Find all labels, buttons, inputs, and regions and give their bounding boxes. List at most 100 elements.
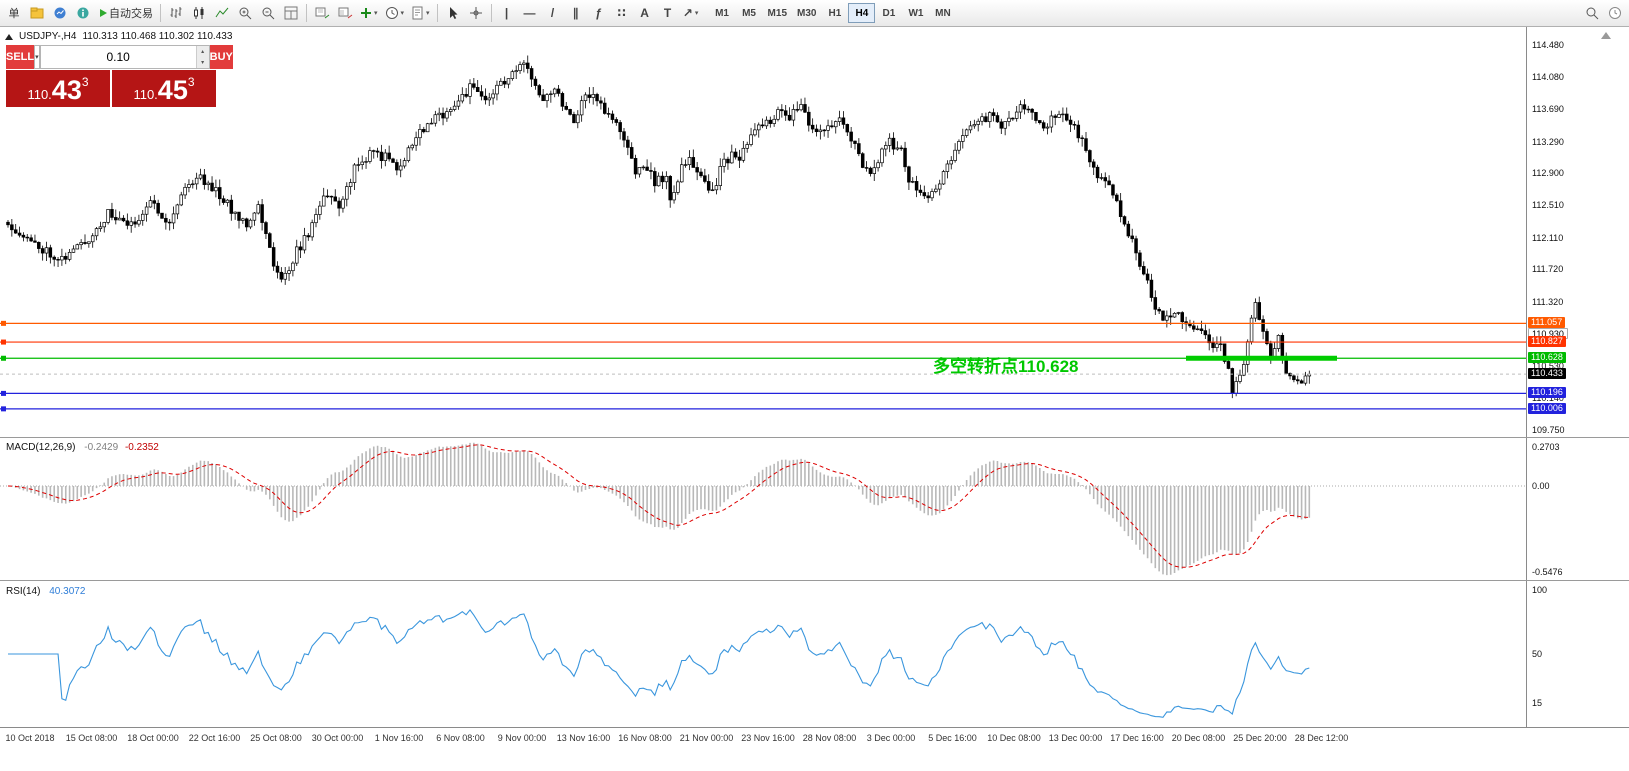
arrows-tool[interactable]: ↗ ▾ xyxy=(680,2,702,24)
arrow-icon: ↗ xyxy=(682,6,693,20)
timeframe-h4[interactable]: H4 xyxy=(848,3,876,23)
autotrade-button[interactable]: 自动交易 xyxy=(95,2,156,24)
line-price-label: 110.628 xyxy=(1528,352,1566,364)
tile-windows-icon[interactable] xyxy=(280,2,302,24)
timeframe-m5[interactable]: M5 xyxy=(742,7,756,19)
price-scale-arrow-icon[interactable] xyxy=(1601,32,1611,39)
one-click-trade-panel: SELL ▾ ▴ ▾ BUY 110.433 110.453 xyxy=(6,45,233,107)
time-axis[interactable]: 10 Oct 2018 15 Oct 08:00 18 Oct 00:00 22 Oc… xyxy=(0,727,1629,771)
candlestick-icon[interactable] xyxy=(188,2,210,24)
horizontal-line-tool[interactable]: — xyxy=(523,6,536,20)
sell-price-pips: 43 xyxy=(51,75,82,105)
macd-label: MACD(12,26,9) -0.2429 -0.2352 xyxy=(6,442,159,453)
shapes-tool[interactable]: ∷ xyxy=(617,6,626,20)
time-tick-label: 28 Nov 08:00 xyxy=(802,733,857,743)
macd-panel-region[interactable] xyxy=(0,438,1526,580)
chevron-down-icon: ▾ xyxy=(426,10,430,17)
timeframe-m15[interactable]: M15 xyxy=(767,7,787,19)
line-price-label: 111.057 xyxy=(1528,317,1566,329)
timeframe-d1[interactable]: D1 xyxy=(882,7,896,19)
time-tick-label: 3 Dec 00:00 xyxy=(866,733,916,743)
search-icon[interactable] xyxy=(1581,2,1603,24)
price-tick: 113.690 xyxy=(1532,104,1564,115)
time-tick-label: 15 Oct 08:00 xyxy=(65,733,118,743)
time-tick-label: 28 Dec 12:00 xyxy=(1294,733,1349,743)
buy-price-base: 110. xyxy=(133,87,158,102)
rsi-panel-region[interactable] xyxy=(0,581,1526,727)
timeframe-m1[interactable]: M1 xyxy=(715,7,729,19)
macd-main-value: -0.2429 xyxy=(84,442,119,453)
rsi-label: RSI(14) 40.3072 xyxy=(6,586,85,597)
vertical-line-tool[interactable]: | xyxy=(504,6,509,20)
chevron-down-icon: ▾ xyxy=(400,10,405,17)
price-axis[interactable]: 114.480 114.080 113.690 113.290 112.900 112.5… xyxy=(1526,27,1629,727)
period-button[interactable]: ▾ xyxy=(382,2,408,24)
buy-price-pips: 45 xyxy=(157,75,188,105)
time-tick-label: 18 Oct 00:00 xyxy=(127,733,179,743)
toolbar: 单 自动交易 ▾ ▾ ▾ | — / ∥ ƒ ∷ A T ↗ ▾ M1 M5 M15 M… xyxy=(0,0,1629,27)
symbol-marker-icon xyxy=(5,33,13,40)
macd-signal-value: -0.2352 xyxy=(124,442,159,453)
label-tool[interactable]: T xyxy=(663,6,672,20)
time-tick-label: 23 Nov 16:00 xyxy=(741,733,795,743)
lot-dropdown-button[interactable]: ▾ xyxy=(34,45,40,69)
rsi-name: RSI(14) xyxy=(6,586,41,597)
template-button[interactable]: ▾ xyxy=(408,2,433,24)
timeframe-mn[interactable]: MN xyxy=(935,7,951,19)
macd-name: MACD(12,26,9) xyxy=(6,442,76,453)
time-tick-label: 22 Oct 16:00 xyxy=(188,733,241,743)
sell-price-display[interactable]: 110. 43 3 xyxy=(6,70,110,107)
time-tick-label: 6 Nov 08:00 xyxy=(436,733,485,743)
data-window-icon[interactable] xyxy=(72,2,94,24)
text-tool[interactable]: A xyxy=(640,6,649,20)
price-tick: 111.320 xyxy=(1532,296,1564,307)
time-tick-label: 25 Oct 08:00 xyxy=(250,733,302,743)
trendline-tool[interactable]: / xyxy=(550,6,555,20)
time-tick-label: 25 Dec 20:00 xyxy=(1233,733,1287,743)
cursor-icon[interactable] xyxy=(442,2,464,24)
channel-tool[interactable]: ∥ xyxy=(572,6,579,20)
main-chart-region[interactable] xyxy=(0,27,1526,437)
zoom-in-icon[interactable] xyxy=(234,2,256,24)
profiles-icon[interactable] xyxy=(26,2,48,24)
time-tick-label: 10 Dec 08:00 xyxy=(987,733,1041,743)
spin-down-icon[interactable]: ▾ xyxy=(196,57,209,68)
timeframe-m30[interactable]: M30 xyxy=(797,7,817,19)
macd-axis-label: 0.00 xyxy=(1532,480,1550,491)
buy-button[interactable]: BUY xyxy=(209,45,233,69)
chart-annotation-text[interactable]: 多空转折点110.628 xyxy=(933,357,1079,376)
time-tick-label: 13 Dec 00:00 xyxy=(1048,733,1103,743)
sell-button[interactable]: SELL xyxy=(6,45,35,69)
panel-divider[interactable] xyxy=(0,580,1629,581)
timeframe-h1[interactable]: H1 xyxy=(828,7,842,19)
bar-chart-icon[interactable] xyxy=(165,2,187,24)
timeframe-w1[interactable]: W1 xyxy=(908,7,924,19)
rsi-axis-label: 100 xyxy=(1532,585,1548,595)
toolbar-separator xyxy=(160,4,161,22)
market-watch-icon[interactable] xyxy=(49,2,71,24)
toolbar-separator xyxy=(490,4,492,22)
buy-price-display[interactable]: 110. 45 3 xyxy=(112,70,216,107)
new-order-button[interactable]: 单 xyxy=(8,8,20,20)
zoom-out-icon[interactable] xyxy=(257,2,279,24)
alerts-icon[interactable] xyxy=(1604,2,1626,24)
price-tick: 110.530 xyxy=(1532,361,1564,372)
add-indicator-button[interactable]: ▾ xyxy=(357,2,381,24)
time-tick-label: 21 Nov 00:00 xyxy=(679,733,734,743)
time-tick-label: 13 Nov 16:00 xyxy=(556,733,611,743)
rsi-axis-label: 50 xyxy=(1532,649,1543,659)
fibonacci-tool[interactable]: ƒ xyxy=(595,6,602,20)
line-chart-icon[interactable] xyxy=(211,2,233,24)
spin-up-icon[interactable]: ▴ xyxy=(196,46,209,57)
price-tick: 113.290 xyxy=(1532,136,1564,147)
arrange-charts-alt-icon[interactable] xyxy=(334,2,356,24)
panel-divider[interactable] xyxy=(0,437,1629,438)
time-tick-label: 30 Oct 00:00 xyxy=(311,733,364,743)
crosshair-icon[interactable] xyxy=(465,2,487,24)
time-tick-label: 16 Nov 08:00 xyxy=(618,733,672,743)
line-price-label: 110.196 xyxy=(1528,387,1566,399)
arrange-charts-icon[interactable] xyxy=(311,2,333,24)
lot-size-input[interactable] xyxy=(40,46,196,68)
